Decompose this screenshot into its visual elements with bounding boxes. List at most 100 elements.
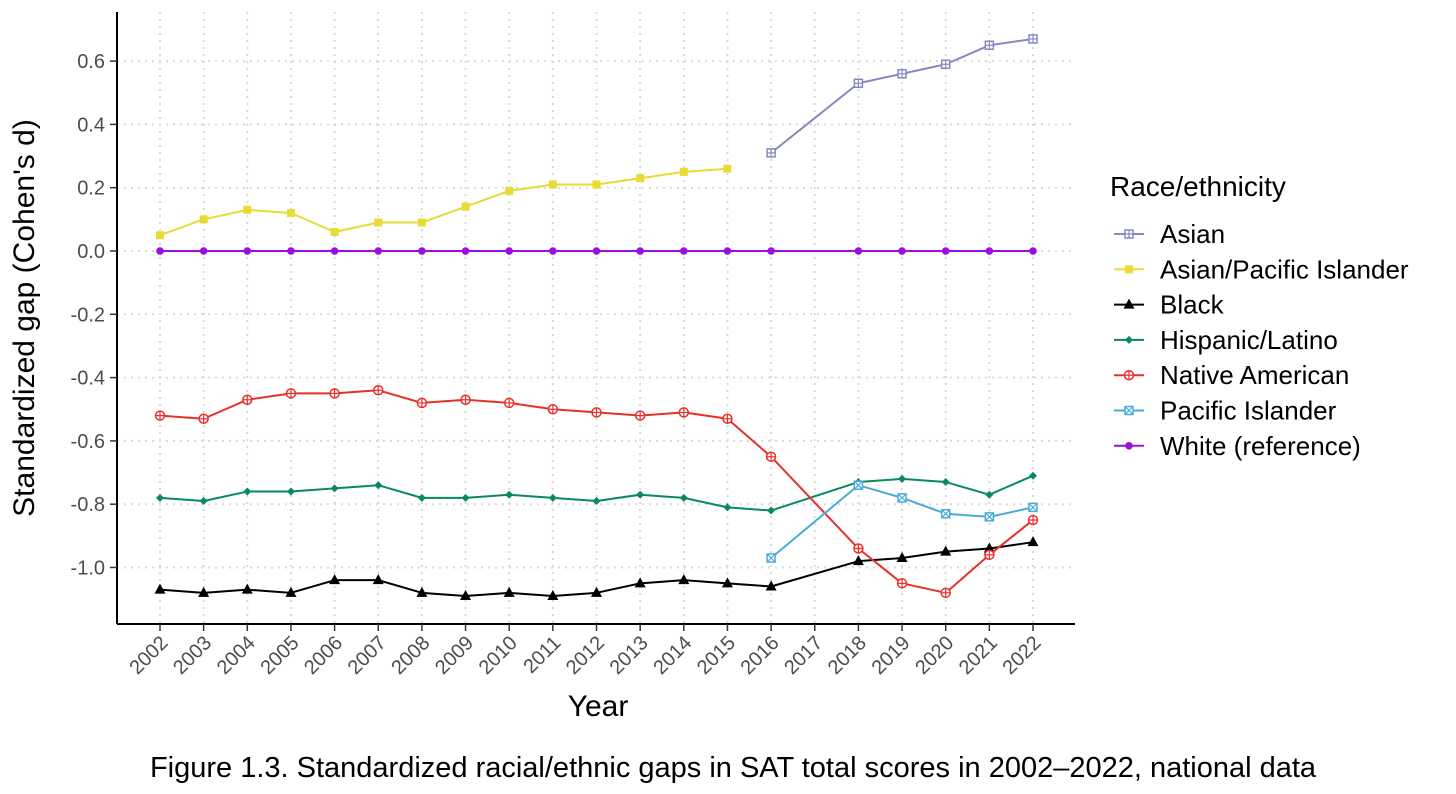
legend-label: Native American — [1160, 360, 1349, 390]
x-tick-label: 2007 — [344, 632, 391, 679]
data-point — [767, 506, 776, 515]
data-point — [198, 586, 210, 597]
x-tick-label: 2014 — [649, 632, 696, 679]
data-point — [285, 388, 297, 399]
legend-label: Hispanic/Latino — [1160, 325, 1338, 355]
series-line-pacific-islander — [770, 484, 1034, 559]
series-line-asian — [770, 37, 1034, 154]
data-point — [154, 583, 166, 594]
x-tick-label: 2003 — [169, 632, 216, 679]
data-point — [548, 493, 557, 502]
data-point — [1029, 247, 1037, 255]
legend-label: Asian/Pacific Islander — [1160, 254, 1409, 284]
legend-key-marker — [1125, 335, 1133, 344]
data-point — [721, 577, 733, 588]
series-pacific-islander — [766, 480, 1038, 563]
x-ticks: 2002200320042005200620072008200920102011… — [126, 624, 1046, 679]
y-tick-label: 0.4 — [77, 114, 105, 136]
x-tick-label: 2006 — [300, 632, 347, 679]
data-point — [896, 552, 908, 563]
x-axis-title: Year — [568, 690, 629, 723]
x-tick-label: 2012 — [562, 632, 609, 679]
data-point — [461, 493, 470, 502]
data-point — [330, 228, 339, 237]
x-tick-label: 2008 — [387, 632, 434, 679]
data-point — [985, 247, 994, 255]
data-point — [548, 180, 557, 189]
data-point — [461, 247, 470, 255]
data-point — [636, 174, 645, 183]
legend-label: White (reference) — [1160, 431, 1361, 461]
data-point — [765, 580, 777, 591]
data-point — [898, 247, 906, 255]
data-point — [853, 543, 864, 554]
data-point — [156, 493, 164, 502]
data-point — [722, 413, 733, 424]
data-point — [416, 397, 428, 409]
data-point — [636, 490, 645, 499]
data-point — [374, 218, 383, 227]
data-point — [1028, 34, 1038, 44]
data-point — [417, 493, 426, 502]
x-tick-label: 2013 — [606, 632, 653, 679]
data-point — [940, 508, 951, 519]
data-point — [940, 545, 952, 556]
x-tick-label: 2022 — [999, 632, 1046, 679]
data-point — [1027, 514, 1039, 526]
data-point — [374, 247, 383, 255]
data-point — [372, 574, 384, 585]
legend-label: Asian — [1160, 219, 1225, 249]
x-tick-label: 2019 — [868, 632, 915, 679]
legend-key-marker — [1124, 229, 1134, 239]
legend-item: Asian — [1114, 219, 1225, 249]
series — [154, 34, 1039, 600]
legend-key-marker — [1125, 265, 1133, 274]
data-point — [897, 493, 907, 503]
data-point — [941, 478, 950, 487]
x-tick-label: 2004 — [213, 632, 260, 679]
data-point — [592, 247, 601, 255]
x-tick-label: 2002 — [126, 632, 173, 679]
y-tick-label: 0.2 — [77, 178, 105, 200]
x-tick-label: 2005 — [256, 632, 303, 679]
y-tick-label: -1.0 — [71, 558, 105, 580]
series-line-black — [159, 541, 1034, 597]
legend-item: Hispanic/Latino — [1114, 325, 1338, 355]
legend-key-marker — [1123, 369, 1135, 381]
data-point — [1027, 536, 1039, 547]
legend-item: Pacific Islander — [1114, 396, 1337, 426]
data-point — [243, 487, 252, 496]
data-point — [634, 577, 646, 588]
y-axis-title: Standardized gap (Cohen's d) — [8, 119, 41, 517]
data-point — [723, 164, 732, 173]
data-point — [243, 247, 252, 255]
data-point — [592, 180, 601, 189]
data-point — [505, 490, 514, 499]
data-point — [417, 218, 426, 227]
y-tick-label: -0.8 — [71, 494, 105, 516]
figure-caption: Figure 1.3. Standardized racial/ethnic g… — [150, 752, 1317, 784]
data-point — [984, 40, 995, 51]
data-point — [636, 247, 644, 255]
data-point — [329, 574, 341, 585]
data-point — [853, 480, 864, 490]
series-black — [154, 536, 1039, 600]
data-point — [680, 247, 688, 255]
x-tick-label: 2021 — [955, 632, 1002, 679]
data-point — [199, 497, 208, 506]
data-point — [547, 404, 559, 415]
legend-item: Asian/Pacific Islander — [1114, 254, 1409, 284]
data-point — [723, 247, 732, 255]
data-point — [418, 247, 426, 255]
data-point — [416, 586, 428, 597]
grid — [117, 12, 1075, 624]
data-point — [460, 394, 471, 406]
x-tick-label: 2020 — [911, 632, 958, 679]
y-tick-label: -0.4 — [71, 368, 105, 390]
y-tick-label: 0.6 — [77, 51, 105, 73]
data-point — [330, 247, 339, 255]
data-point — [330, 484, 339, 493]
data-point — [503, 586, 515, 597]
data-point — [198, 413, 209, 424]
series-native-american — [154, 385, 1039, 599]
